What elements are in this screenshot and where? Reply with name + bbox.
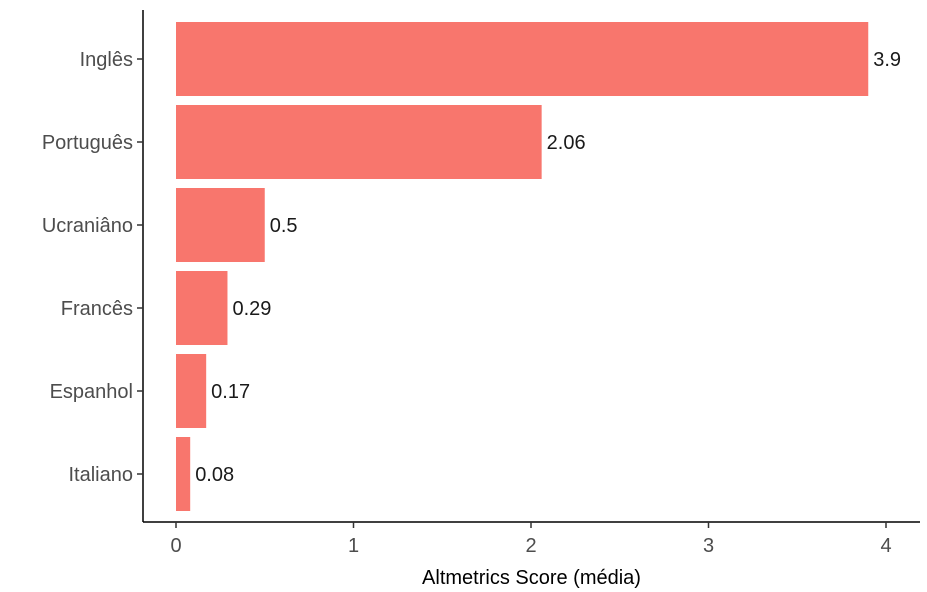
bar-3 [176,271,228,345]
y-tick-label-0: Inglês [80,49,133,71]
data-label-0: 3.9 [873,49,901,71]
x-tick-label-3: 3 [703,535,714,557]
y-tick-label-1: Português [42,132,133,154]
y-tick-label-3: Francês [61,298,133,320]
y-tick-label-2: Ucraniâno [42,215,133,237]
bars-group [176,22,869,511]
y-axis-ticks: Inglês Português Ucraniâno Francês Espanhol I… [42,49,143,486]
x-tick-label-2: 2 [525,535,536,557]
data-labels-group: 3.9 2.06 0.5 0.29 0.17 0.08 [195,49,901,486]
data-label-1: 2.06 [547,132,586,154]
bar-2 [176,188,265,262]
y-tick-label-5: Italiano [69,464,134,486]
x-tick-label-1: 1 [348,535,359,557]
x-tick-label-4: 4 [880,535,891,557]
x-axis-ticks: 0 1 2 3 4 [170,522,892,557]
bar-1 [176,105,542,179]
data-label-4: 0.17 [211,381,250,403]
x-axis-title: Altmetrics Score (média) [422,567,641,589]
data-label-2: 0.5 [270,215,298,237]
bar-4 [176,354,207,428]
data-label-5: 0.08 [195,464,234,486]
data-label-3: 0.29 [232,298,271,320]
bar-0 [176,22,869,96]
x-tick-label-0: 0 [170,535,181,557]
y-tick-label-4: Espanhol [50,381,133,403]
bar-5 [176,437,191,511]
